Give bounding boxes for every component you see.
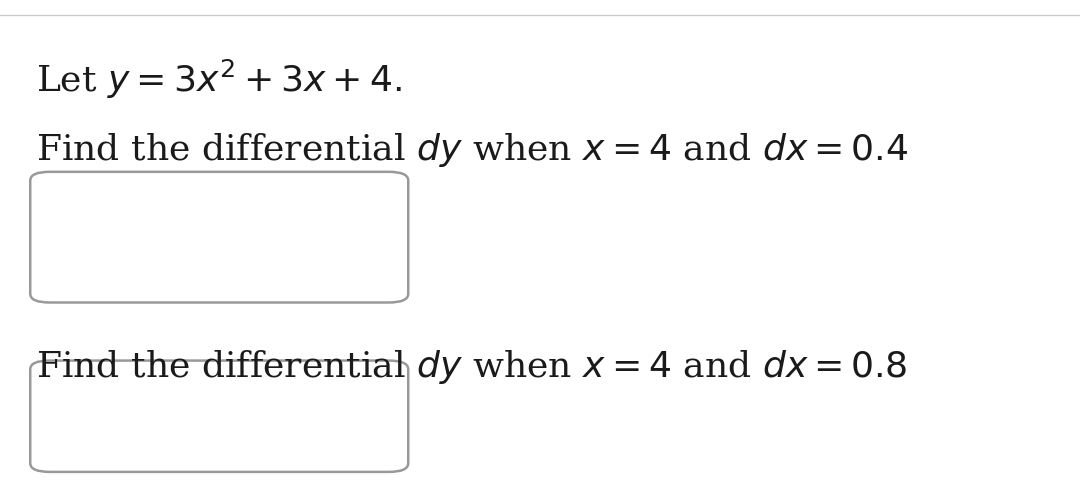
- Text: Let $y = 3x^2 + 3x + 4.$: Let $y = 3x^2 + 3x + 4.$: [36, 58, 402, 101]
- Text: Find the differential $dy$ when $x = 4$ and $dx = 0.4$: Find the differential $dy$ when $x = 4$ …: [36, 131, 908, 169]
- Text: Find the differential $dy$ when $x = 4$ and $dx = 0.8$: Find the differential $dy$ when $x = 4$ …: [36, 348, 906, 387]
- FancyBboxPatch shape: [30, 361, 408, 472]
- FancyBboxPatch shape: [30, 172, 408, 302]
